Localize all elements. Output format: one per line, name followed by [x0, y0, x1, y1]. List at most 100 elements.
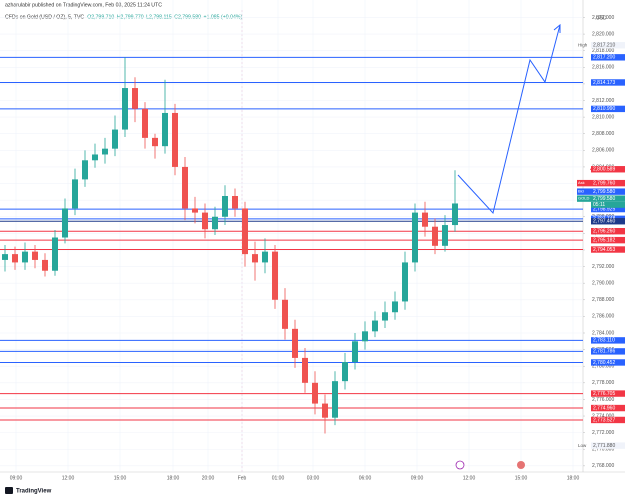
- candle-body: [172, 112, 178, 167]
- candle-body: [312, 382, 318, 404]
- event-icon[interactable]: [455, 460, 465, 470]
- price-tag-label: 2,795.182: [593, 237, 615, 243]
- candle-body: [232, 195, 238, 209]
- y-tick-label: 2,812.000: [592, 98, 614, 104]
- price-tag: [591, 166, 625, 173]
- y-tick-label: 2,786.000: [592, 314, 614, 320]
- candle-body: [282, 299, 288, 329]
- candle-body: [2, 254, 8, 260]
- x-tick-label: 15:00: [515, 475, 528, 481]
- price-tag: [591, 188, 625, 195]
- price-tag: [591, 54, 625, 61]
- candle-body: [72, 179, 78, 209]
- candle-body: [182, 166, 188, 209]
- projection-arrow: [553, 23, 561, 33]
- y-tick-label: 2,778.000: [592, 380, 614, 386]
- y-tick-label: 2,788.000: [592, 297, 614, 303]
- price-tag-label: 2,780.452: [593, 360, 615, 366]
- x-tick-label: 12:00: [62, 475, 75, 481]
- price-tag-name-box: [577, 188, 591, 195]
- candle-body: [292, 328, 298, 358]
- candle-body: [332, 381, 338, 418]
- price-tag: [591, 404, 625, 412]
- price-tag: [591, 218, 625, 225]
- candle-body: [242, 208, 248, 255]
- candle-body: [12, 254, 18, 263]
- extreme-label: 2,771.880: [593, 443, 615, 449]
- price-tag: [591, 79, 625, 86]
- candle-body: [82, 160, 88, 180]
- x-tick-label: 18:00: [567, 475, 580, 481]
- y-tick-label: 2,820.000: [592, 31, 614, 37]
- x-tick-label: 18:00: [167, 475, 180, 481]
- candle-body: [162, 112, 168, 147]
- candle-body: [202, 212, 208, 230]
- price-tag: [591, 337, 625, 344]
- price-tag: [591, 236, 625, 244]
- brand-logo: [5, 487, 13, 494]
- price-tag: [591, 246, 625, 253]
- candle-body: [32, 251, 38, 260]
- candle-body: [412, 212, 418, 263]
- candle-body: [322, 403, 328, 418]
- flag-icon[interactable]: [517, 461, 525, 469]
- y-tick-label: 2,810.000: [592, 114, 614, 120]
- price-tag-label: 2,794.053: [593, 247, 615, 253]
- price-tag-label: 2,817.200: [593, 55, 615, 61]
- price-tag: [591, 390, 625, 397]
- price-marker: [590, 168, 591, 170]
- y-tick-label: 2,806.000: [592, 148, 614, 154]
- x-tick-label: Feb: [238, 475, 247, 481]
- price-tag-label: 2,776.705: [593, 391, 615, 397]
- candle-body: [22, 251, 28, 263]
- x-tick-label: 15:00: [114, 475, 127, 481]
- price-tag-label: 2,810.990: [593, 106, 615, 112]
- candle-body: [392, 301, 398, 313]
- price-tag-label: 2,799.580: [593, 196, 615, 202]
- price-tag-label: 2,781.786: [593, 349, 615, 355]
- candle-body: [432, 226, 438, 246]
- price-tag-label: 2,796.260: [593, 229, 615, 235]
- candles: [2, 57, 458, 434]
- price-tag-name: Ask: [578, 180, 585, 185]
- price-tag-label: 2,783.110: [593, 338, 615, 344]
- price-tag: [591, 227, 625, 235]
- candle-body: [262, 251, 268, 263]
- price-tag-label: 2,799.760: [593, 180, 615, 186]
- candle-body: [62, 208, 68, 238]
- price-tag: [591, 348, 625, 355]
- candle-body: [352, 341, 358, 363]
- price-tag: [591, 195, 625, 202]
- price-tag: [591, 105, 625, 113]
- candle-body: [102, 148, 108, 155]
- candle-body: [42, 259, 48, 271]
- candle-body: [112, 129, 118, 149]
- candle-body: [52, 237, 58, 271]
- candle-body: [382, 312, 388, 321]
- candle-body: [362, 331, 368, 342]
- brand: TradingView: [16, 489, 52, 495]
- candle-body: [452, 203, 458, 226]
- y-tick-label: 2,780.000: [592, 364, 614, 370]
- y-tick-label: 2,816.000: [592, 65, 614, 71]
- candle-body: [152, 137, 158, 147]
- countdown: 05:11: [593, 202, 605, 208]
- y-tick-label: 2,818.000: [592, 48, 614, 54]
- price-tag-label: 2,800.589: [593, 167, 615, 173]
- x-tick-label: 01:00: [272, 475, 285, 481]
- price-tag-name-box: [577, 195, 591, 202]
- countdown-box: [591, 201, 625, 208]
- x-tick-label: 12:00: [463, 475, 476, 481]
- price-tag-name: GOLD: [578, 196, 589, 201]
- candle-body: [442, 225, 448, 246]
- extreme-label: 2,817.210: [593, 43, 615, 49]
- price-tag: [591, 179, 625, 187]
- extreme-name: High: [578, 42, 588, 47]
- price-tag: [591, 205, 625, 213]
- candle-body: [402, 262, 408, 302]
- price-tag-label: 2,814.173: [593, 80, 615, 86]
- x-tick-label: 20:00: [202, 475, 215, 481]
- x-tick-label: 03:00: [307, 475, 320, 481]
- publisher: azharulabir published on TradingView.com…: [5, 2, 162, 8]
